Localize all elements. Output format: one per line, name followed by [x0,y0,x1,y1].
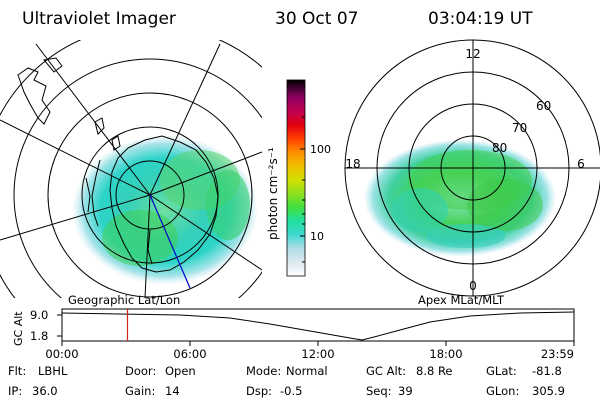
glat-label: GLat: [486,364,517,378]
status-panel: Flt: LBHL Door: Open Mode: Normal GC Alt… [8,364,565,398]
image-time: 03:04:19 UT [428,9,533,29]
mlt-label-0: 0 [469,279,477,293]
mlat-label-80: 80 [492,141,507,155]
mlt-label-18: 18 [345,157,360,171]
gain-value: 14 [165,384,180,398]
dsp-label: Dsp: [246,384,272,398]
coastlines [17,57,219,273]
mlt-lines [345,40,600,296]
timeline-xtick-1800: 18:00 [429,347,462,361]
seq-value: 39 [398,384,413,398]
timeline-xtick-1200: 12:00 [301,347,334,361]
longitude-lines [0,43,262,298]
timeline-axis-label: GC Alt [12,311,25,346]
flt-value: LBHL [38,364,68,378]
mode-label: Mode: [246,364,281,378]
mlat-label-70: 70 [512,121,527,135]
colorbar-label: photon cm⁻²s⁻¹ [266,147,280,240]
door-value: Open [165,364,196,378]
colorbar-tick-100: 100 [310,143,331,156]
orbit-track-line [149,194,191,289]
timeline-ytick-9: 9.0 [30,308,48,322]
mode-value: Normal [286,364,328,378]
timeline-xtick-2359: 23:59 [541,347,574,361]
ip-value: 36.0 [32,384,58,398]
magnetic-polar-plot [344,39,600,297]
timeline-frame [61,308,575,342]
dsp-value: -0.5 [280,384,302,398]
geographic-caption: Geographic Lat/Lon [68,293,180,307]
mlt-label-6: 6 [577,157,585,171]
magnetic-caption: Apex MLat/MLT [418,293,505,307]
door-label: Door: [125,364,156,378]
instrument-title: Ultraviolet Imager [22,9,176,29]
gc-alt-label: GC Alt: [366,364,406,378]
mlt-label-12: 12 [465,47,480,61]
mlat-label-60: 60 [536,99,551,113]
timeline-xtick-0600: 06:00 [173,347,206,361]
timeline-ticks [57,314,575,346]
flt-label: Flt: [8,364,26,378]
seq-label: Seq: [366,384,392,398]
ip-label: IP: [8,384,22,398]
glon-value: 305.9 [532,384,565,398]
altitude-curve [61,311,575,341]
gc-alt-value: 8.8 Re [416,364,453,378]
altitude-timeline [57,308,575,346]
image-date: 30 Oct 07 [275,9,358,29]
glon-label: GLon: [486,384,519,398]
gain-label: Gain: [125,384,155,398]
colorbar-tick-10: 10 [310,230,324,243]
colorbar [286,79,306,277]
colorbar-ticks [300,116,305,263]
geographic-map [0,40,262,298]
timeline-ytick-1-8: 1.8 [30,329,48,343]
timeline-xtick-0000: 00:00 [45,347,78,361]
glat-value: -81.8 [532,364,562,378]
